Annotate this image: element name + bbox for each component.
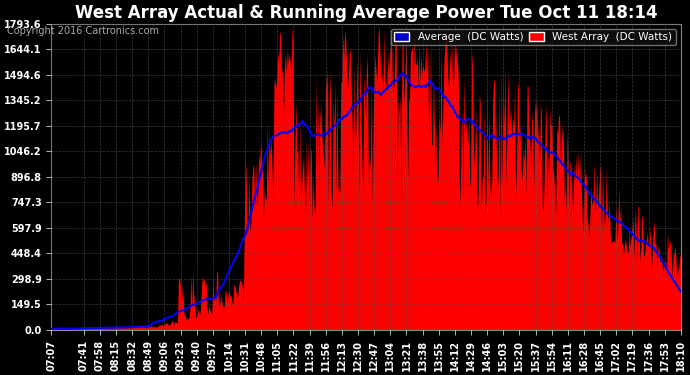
Text: Copyright 2016 Cartronics.com: Copyright 2016 Cartronics.com <box>7 26 159 36</box>
Title: West Array Actual & Running Average Power Tue Oct 11 18:14: West Array Actual & Running Average Powe… <box>75 4 658 22</box>
Legend: Average  (DC Watts), West Array  (DC Watts): Average (DC Watts), West Array (DC Watts… <box>391 29 676 45</box>
